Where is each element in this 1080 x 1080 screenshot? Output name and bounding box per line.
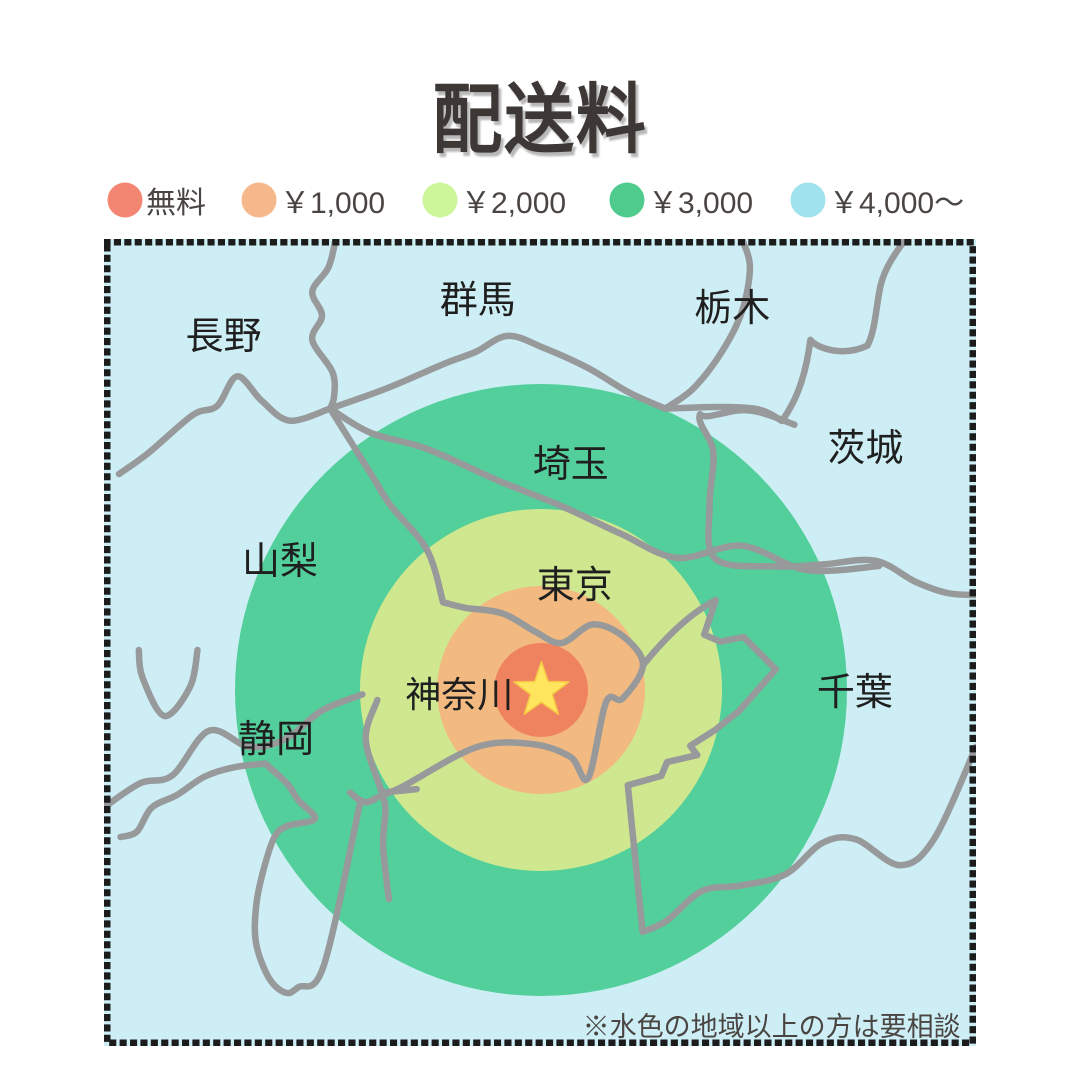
- svg-text:茨城: 茨城: [827, 428, 903, 470]
- svg-text:静岡: 静岡: [238, 719, 314, 761]
- svg-text:長野: 長野: [185, 316, 261, 358]
- svg-text:千葉: 千葉: [817, 672, 893, 714]
- svg-text:群馬: 群馬: [440, 280, 516, 322]
- svg-text:神奈川: 神奈川: [405, 674, 513, 715]
- svg-text:東京: 東京: [537, 565, 613, 607]
- svg-text:埼玉: 埼玉: [533, 444, 609, 486]
- svg-text:山梨: 山梨: [242, 541, 318, 583]
- svg-text:栃木: 栃木: [694, 288, 770, 330]
- svg-text:※水色の地域以上の方は要相談: ※水色の地域以上の方は要相談: [583, 1012, 961, 1042]
